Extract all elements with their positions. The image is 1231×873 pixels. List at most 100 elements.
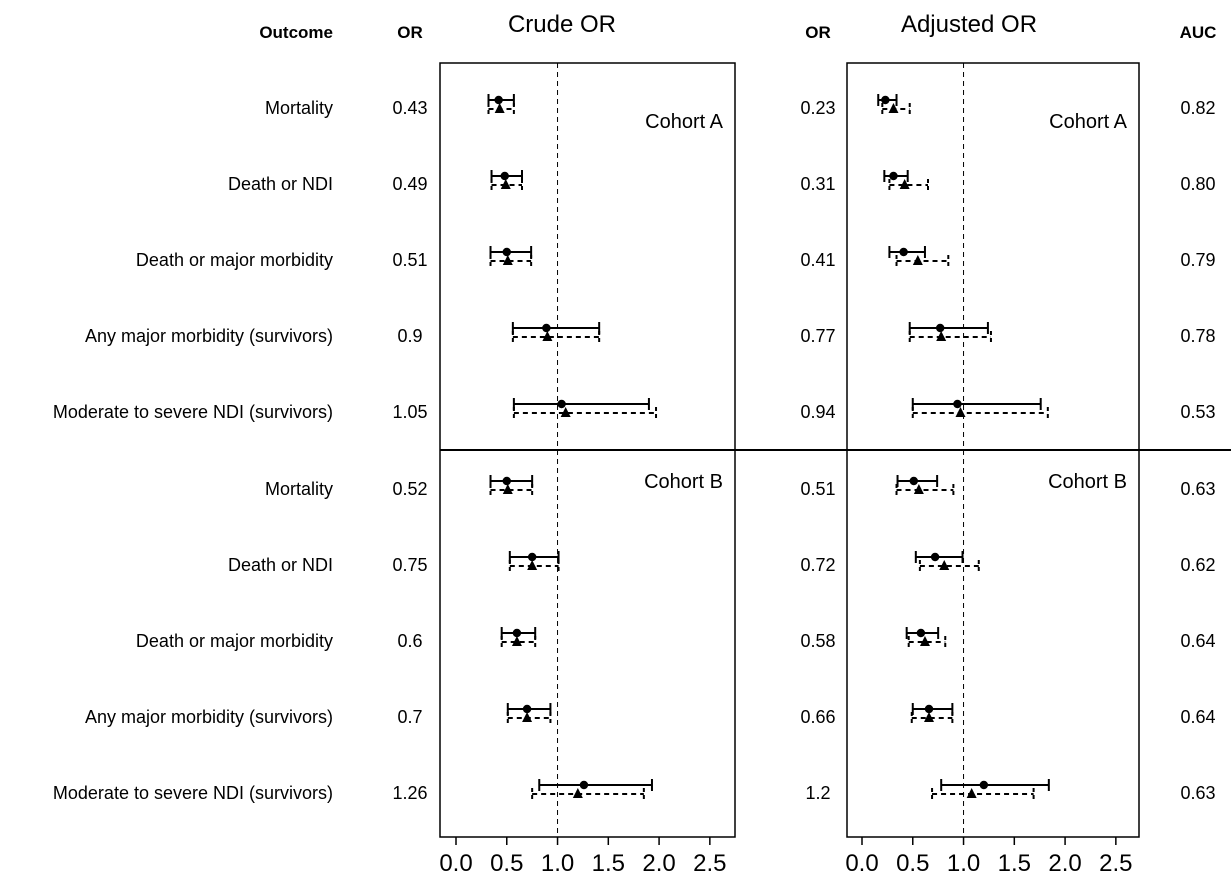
- crude-or-value: 0.52: [392, 479, 427, 499]
- auc-value: 0.63: [1180, 479, 1215, 499]
- auc-value: 0.64: [1180, 631, 1215, 651]
- adjusted-x-tick-label: 2.0: [1048, 850, 1081, 873]
- outcome-label: Mortality: [265, 98, 333, 118]
- crude-point-triangle: [527, 560, 538, 570]
- crude-cohort-label: Cohort A: [645, 111, 723, 133]
- crude-point-triangle: [560, 407, 571, 417]
- adjusted-point-triangle: [913, 484, 924, 494]
- crude-point-triangle: [502, 484, 513, 494]
- adjusted-x-tick-label: 1.0: [947, 850, 980, 873]
- crude-or-value: 0.43: [392, 98, 427, 118]
- crude-x-tick-label: 0.0: [439, 850, 472, 873]
- crude-or-value: 0.75: [392, 555, 427, 575]
- crude-point-circle: [500, 171, 509, 181]
- auc-value: 0.53: [1180, 402, 1215, 422]
- adjusted-point-triangle: [936, 331, 947, 341]
- auc-value: 0.79: [1180, 250, 1215, 270]
- adjusted-point-circle: [899, 247, 908, 257]
- outcome-label: Mortality: [265, 479, 333, 499]
- crude-point-circle: [502, 476, 511, 486]
- adjusted-x-tick-label: 1.5: [998, 850, 1031, 873]
- adjusted-x-tick-label: 0.0: [845, 850, 878, 873]
- adjusted-point-triangle: [912, 255, 923, 265]
- outcome-label: Any major morbidity (survivors): [85, 707, 333, 727]
- adjusted-point-triangle: [919, 636, 930, 646]
- auc-value: 0.63: [1180, 783, 1215, 803]
- adjusted-or-value: 0.41: [800, 250, 835, 270]
- outcome-label: Death or major morbidity: [136, 631, 333, 651]
- adjusted-point-circle: [935, 323, 945, 333]
- adjusted-or-value: 0.58: [800, 631, 835, 651]
- outcome-label: Moderate to severe NDI (survivors): [53, 402, 333, 422]
- outcome-label: Death or NDI: [228, 174, 333, 194]
- crude-point-circle: [579, 780, 589, 790]
- outcome-label: Death or NDI: [228, 555, 333, 575]
- adjusted-or-header: OR: [805, 23, 831, 42]
- outcome-label: Any major morbidity (survivors): [85, 326, 333, 346]
- adjusted-or-value: 0.51: [800, 479, 835, 499]
- adjusted-or-value: 0.94: [800, 402, 835, 422]
- auc-value: 0.78: [1180, 326, 1215, 346]
- adjusted-point-triangle: [966, 788, 977, 798]
- outcome-header: Outcome: [259, 23, 333, 42]
- adjusted-x-tick-label: 2.5: [1099, 850, 1132, 873]
- adjusted-point-circle: [916, 628, 926, 638]
- outcome-label: Death or major morbidity: [136, 250, 333, 270]
- crude-or-value: 1.26: [392, 783, 427, 803]
- adjusted-or-value: 0.31: [800, 174, 835, 194]
- crude-point-circle: [542, 323, 551, 333]
- adjusted-cohort-label: Cohort B: [1048, 471, 1127, 493]
- crude-or-value: 1.05: [392, 402, 427, 422]
- adjusted-or-value: 0.23: [800, 98, 835, 118]
- adjusted-point-triangle: [939, 560, 950, 570]
- auc-value: 0.80: [1180, 174, 1215, 194]
- adjusted-point-circle: [930, 552, 940, 562]
- crude-panel-title: Crude OR: [508, 11, 616, 38]
- crude-point-triangle: [572, 788, 583, 798]
- crude-point-triangle: [502, 255, 513, 265]
- crude-point-circle: [557, 399, 566, 409]
- crude-point-circle: [512, 628, 522, 638]
- adjusted-or-value: 0.77: [800, 326, 835, 346]
- adjusted-point-triangle: [955, 407, 966, 417]
- crude-or-header: OR: [397, 23, 423, 42]
- crude-or-value: 0.49: [392, 174, 427, 194]
- adjusted-or-value: 0.66: [800, 707, 835, 727]
- auc-header: AUC: [1180, 23, 1217, 42]
- auc-value: 0.64: [1180, 707, 1215, 727]
- crude-or-value: 0.7: [397, 707, 422, 727]
- crude-point-triangle: [511, 636, 522, 646]
- crude-point-circle: [494, 95, 503, 105]
- adjusted-point-circle: [881, 95, 890, 105]
- adjusted-cohort-label: Cohort A: [1049, 111, 1127, 133]
- crude-or-value: 0.6: [397, 631, 422, 651]
- crude-point-triangle: [500, 179, 511, 189]
- adjusted-or-value: 0.72: [800, 555, 835, 575]
- adjusted-point-circle: [889, 171, 898, 181]
- auc-value: 0.62: [1180, 555, 1215, 575]
- adjusted-point-triangle: [924, 712, 935, 722]
- crude-point-circle: [502, 247, 511, 257]
- crude-cohort-label: Cohort B: [644, 471, 723, 493]
- crude-x-tick-label: 1.5: [592, 850, 625, 873]
- adjusted-panel-title: Adjusted OR: [901, 11, 1037, 38]
- crude-x-tick-label: 0.5: [490, 850, 523, 873]
- adjusted-x-tick-label: 0.5: [896, 850, 929, 873]
- crude-or-value: 0.9: [397, 326, 422, 346]
- outcome-label: Moderate to severe NDI (survivors): [53, 783, 333, 803]
- crude-point-circle: [522, 704, 532, 714]
- adjusted-point-circle: [953, 399, 962, 409]
- crude-or-value: 0.51: [392, 250, 427, 270]
- crude-x-tick-label: 2.0: [642, 850, 675, 873]
- crude-x-tick-label: 1.0: [541, 850, 574, 873]
- crude-point-triangle: [494, 103, 505, 113]
- adjusted-point-circle: [924, 704, 934, 714]
- adjusted-point-triangle: [899, 179, 910, 189]
- auc-value: 0.82: [1180, 98, 1215, 118]
- adjusted-point-triangle: [888, 103, 899, 113]
- crude-point-triangle: [542, 331, 553, 341]
- adjusted-point-circle: [909, 476, 918, 486]
- crude-x-tick-label: 2.5: [693, 850, 726, 873]
